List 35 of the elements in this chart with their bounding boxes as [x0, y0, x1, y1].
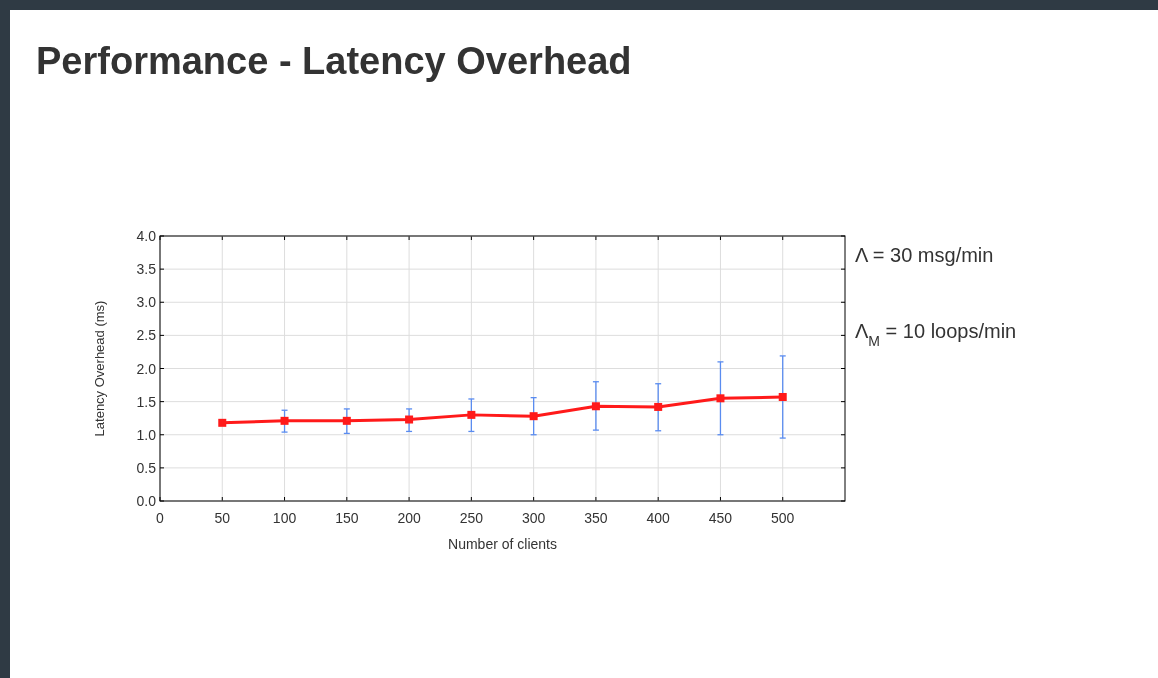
- x-tick-label: 300: [521, 510, 546, 526]
- point: [529, 412, 538, 421]
- text: Λ$_{M}$ = 10 loops/min: [855, 320, 1017, 349]
- point: [716, 394, 725, 403]
- x-tick-label: 150: [335, 510, 359, 526]
- point: [405, 415, 414, 424]
- point: [342, 416, 351, 425]
- point: [591, 402, 600, 411]
- y-tick-label: 4.0: [136, 228, 157, 244]
- y-tick-label: 0.0: [136, 493, 157, 509]
- x-tick-label: 200: [397, 510, 421, 526]
- x-tick-label: 350: [584, 510, 608, 526]
- point: [218, 418, 227, 427]
- y-tick-label: 1.0: [136, 426, 157, 443]
- x-axis-title: Number of clients: [448, 536, 557, 552]
- point: [654, 402, 663, 411]
- y-axis-title: Latency Overhead (ms): [92, 300, 107, 437]
- y-tick-label: 3.5: [136, 261, 157, 278]
- x-tick-label: 100: [272, 510, 297, 526]
- text: Λ = 30 msg/min: [855, 244, 994, 266]
- y-tick-label: 0.5: [136, 459, 157, 476]
- x-tick-label: 250: [459, 510, 484, 526]
- point: [467, 410, 476, 419]
- point: [280, 416, 289, 425]
- point: [778, 392, 787, 401]
- y-tick-label: 1.5: [136, 393, 157, 410]
- x-tick-label: 450: [708, 510, 733, 526]
- y-tick-label: 2.5: [136, 327, 157, 344]
- x-tick-label: 50: [214, 510, 231, 526]
- x-tick-label: 500: [771, 510, 795, 526]
- y-tick-label: 3.0: [136, 294, 157, 311]
- chart-title: Performance - Latency Overhead: [36, 40, 632, 82]
- x-tick-label: 0: [156, 510, 165, 526]
- x-tick-label: 400: [646, 510, 671, 526]
- y-tick-label: 2.0: [136, 360, 157, 377]
